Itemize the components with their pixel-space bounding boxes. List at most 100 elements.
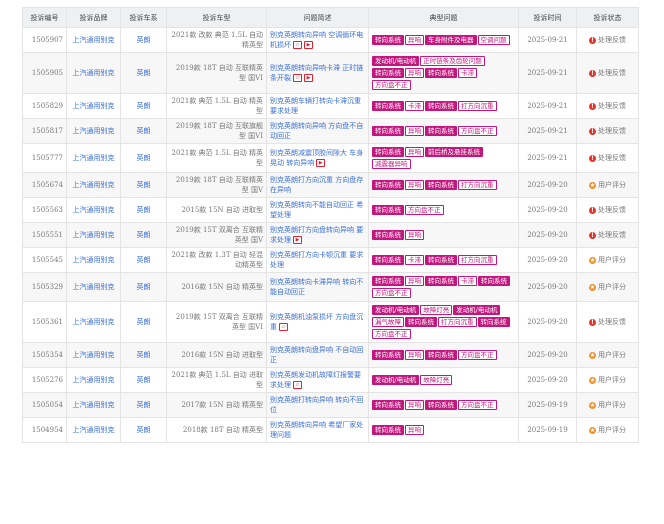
complaint-title-link[interactable]: 别克英朗转向异响 空调循环电机损坏 — [270, 31, 364, 49]
complaint-title-link[interactable]: 别克英朗打方向卡顿沉重 要求处理 — [270, 251, 364, 269]
issue-tag[interactable]: 卡滞 — [405, 255, 424, 265]
complaint-title-link[interactable]: 别克英朗打方向盘转向异响 要求处理 — [270, 226, 364, 244]
series-link[interactable]: 英朗 — [136, 351, 151, 359]
issue-tag[interactable]: 方向盘不正 — [372, 80, 411, 90]
issue-tag[interactable]: 方向盘不正 — [458, 400, 497, 410]
issue-tag[interactable]: 正时链条及齿轮问题 — [420, 56, 485, 66]
issue-tag[interactable]: 发动机/电动机 — [372, 56, 420, 66]
issue-tag[interactable]: 转向系统 — [425, 101, 457, 111]
issue-tag[interactable]: 转向系统 — [372, 276, 404, 286]
issue-tag[interactable]: 打方向沉重 — [438, 317, 477, 327]
issue-tag[interactable]: 发动机/电动机 — [372, 305, 420, 315]
issue-tag[interactable]: 卡滞 — [458, 68, 477, 78]
issue-tag[interactable]: 发动机/电动机 — [453, 305, 501, 315]
issue-tag[interactable]: 转向系统 — [425, 180, 457, 190]
issue-tag[interactable]: 异响 — [405, 147, 424, 157]
issue-tag[interactable]: 减震器异响 — [372, 159, 411, 169]
issue-tag[interactable]: 打方向沉重 — [458, 255, 497, 265]
issue-tag[interactable]: 方向盘不正 — [458, 350, 497, 360]
brand-link[interactable]: 上汽通用别克 — [72, 206, 115, 214]
series-link[interactable]: 英朗 — [136, 181, 151, 189]
issue-tag[interactable]: 异响 — [405, 400, 424, 410]
brand-link[interactable]: 上汽通用别克 — [72, 351, 115, 359]
issue-tag[interactable]: 漏气故障 — [372, 317, 404, 327]
table-row[interactable]: 1504954 上汽通用别克 英朗 2018款 18T 自动 精英型 别克英朗转向异响 … — [22, 417, 639, 443]
issue-tag[interactable]: 异响 — [405, 350, 424, 360]
issue-tag[interactable]: 异响 — [405, 425, 424, 435]
issue-tag[interactable]: 转向系统 — [425, 68, 457, 78]
complaint-title-link[interactable]: 别克英朗转向异响 希望厂家处理问题 — [270, 421, 364, 439]
brand-link[interactable]: 上汽通用别克 — [72, 401, 115, 409]
brand-link[interactable]: 上汽通用别克 — [72, 154, 115, 162]
table-row[interactable]: 1505361 上汽通用别克 英朗 2019款 15T 双离合 互联精英型 国VI 别克… — [22, 301, 639, 343]
issue-tag[interactable]: 异响 — [405, 276, 424, 286]
brand-link[interactable]: 上汽通用别克 — [72, 102, 115, 110]
issue-tag[interactable]: 卡滞 — [458, 276, 477, 286]
issue-tag[interactable]: 转向系统 — [372, 180, 404, 190]
series-link[interactable]: 英朗 — [136, 69, 151, 77]
complaint-title-link[interactable]: 别克英朗打转向异响 转向不回位 — [270, 396, 364, 414]
issue-tag[interactable]: 转向系统 — [372, 35, 404, 45]
issue-tag[interactable]: 转向系统 — [372, 425, 404, 435]
brand-link[interactable]: 上汽通用别克 — [72, 36, 115, 44]
table-row[interactable]: 1505354 上汽通用别克 英朗 2016款 15N 自动 进取型 别克英朗转向盘异响… — [22, 342, 639, 368]
brand-link[interactable]: 上汽通用别克 — [72, 256, 115, 264]
complaint-title-link[interactable]: 别克英朗减震顶胶间隙大 车身晃动 转向异响 — [270, 149, 364, 167]
series-link[interactable]: 英朗 — [136, 283, 151, 291]
complaint-title-link[interactable]: 别克英朗转向不能自动回正 希望处理 — [270, 201, 364, 219]
series-link[interactable]: 英朗 — [136, 318, 151, 326]
issue-tag[interactable]: 转向系统 — [372, 147, 404, 157]
series-link[interactable]: 英朗 — [136, 256, 151, 264]
issue-tag[interactable]: 异响 — [405, 68, 424, 78]
issue-tag[interactable]: 车身附件及电器 — [425, 35, 477, 45]
issue-tag[interactable]: 转向系统 — [372, 68, 404, 78]
brand-link[interactable]: 上汽通用别克 — [72, 283, 115, 291]
table-row[interactable]: 1505817 上汽通用别克 英朗 2019款 18T 自动 互联旗舰型 国VI 别克英… — [22, 118, 639, 144]
series-link[interactable]: 英朗 — [136, 127, 151, 135]
issue-tag[interactable]: 转向系统 — [372, 400, 404, 410]
complaint-title-link[interactable]: 别克英朗车辆打转向卡滞沉重 要求处理 — [270, 97, 361, 115]
series-link[interactable]: 英朗 — [136, 426, 151, 434]
issue-tag[interactable]: 打方向沉重 — [458, 101, 497, 111]
series-link[interactable]: 英朗 — [136, 231, 151, 239]
issue-tag[interactable]: 转向系统 — [425, 276, 457, 286]
issue-tag[interactable]: 前后桥及悬挂系统 — [425, 147, 483, 157]
brand-link[interactable]: 上汽通用别克 — [72, 69, 115, 77]
series-link[interactable]: 英朗 — [136, 154, 151, 162]
series-link[interactable]: 英朗 — [136, 36, 151, 44]
table-row[interactable]: 1505054 上汽通用别克 英朗 2017款 15N 自动 精英型 别克英朗打转向异响… — [22, 392, 639, 418]
complaint-title-link[interactable]: 别克英朗转向卡滞异响 转向不能自动回正 — [270, 278, 364, 296]
table-row[interactable]: 1505329 上汽通用别克 英朗 2016款 15N 自动 精英型 别克英朗转向卡滞异… — [22, 272, 639, 302]
complaint-title-link[interactable]: 别克英朗发动机故障灯报警要求处理 — [270, 371, 361, 389]
issue-tag[interactable]: 打方向沉重 — [458, 180, 497, 190]
issue-tag[interactable]: 转向系统 — [425, 126, 457, 136]
issue-tag[interactable]: 转向系统 — [477, 317, 510, 327]
issue-tag[interactable]: 方向盘不正 — [458, 126, 497, 136]
issue-tag[interactable]: 故障灯亮 — [420, 375, 453, 385]
table-row[interactable]: 1505777 上汽通用别克 英朗 2021款 典范 1.5L 自动 精英型 别克英朗减… — [22, 143, 639, 173]
table-row[interactable]: 1505551 上汽通用别克 英朗 2019款 15T 双离合 互联精英型 国V 别克英… — [22, 222, 639, 248]
series-link[interactable]: 英朗 — [136, 102, 151, 110]
issue-tag[interactable]: 转向系统 — [478, 276, 510, 286]
complaint-title-link[interactable]: 别克英朗转向异响 方向盘不自动回正 — [270, 122, 364, 140]
issue-tag[interactable]: 方向盘不正 — [372, 329, 411, 339]
table-row[interactable]: 1505674 上汽通用别克 英朗 2019款 18T 自动 互联精英型 国V 别克英朗… — [22, 172, 639, 198]
issue-tag[interactable]: 转向系统 — [425, 350, 457, 360]
brand-link[interactable]: 上汽通用别克 — [72, 376, 115, 384]
issue-tag[interactable]: 转向系统 — [405, 317, 437, 327]
issue-tag[interactable]: 转向系统 — [372, 255, 404, 265]
table-row[interactable]: 1505907 上汽通用别克 英朗 2021款 改款 典范 1.5L 自动 精英型 别克… — [22, 27, 639, 53]
issue-tag[interactable]: 转向系统 — [372, 350, 404, 360]
issue-tag[interactable]: 转向系统 — [372, 101, 404, 111]
issue-tag[interactable]: 异响 — [405, 230, 424, 240]
brand-link[interactable]: 上汽通用别克 — [72, 181, 115, 189]
issue-tag[interactable]: 发动机/电动机 — [372, 375, 420, 385]
issue-tag[interactable]: 转向系统 — [372, 230, 404, 240]
complaint-title-link[interactable]: 别克英朗转向异响卡滞 正时链条开裂 — [270, 64, 364, 82]
table-row[interactable]: 1505545 上汽通用别克 英朗 2021款 改款 1.3T 自动 轻混动精英型 别克… — [22, 247, 639, 273]
brand-link[interactable]: 上汽通用别克 — [72, 127, 115, 135]
issue-tag[interactable]: 转向系统 — [425, 400, 457, 410]
issue-tag[interactable]: 异响 — [405, 35, 424, 45]
issue-tag[interactable]: 卡滞 — [405, 101, 424, 111]
issue-tag[interactable]: 方向盘不正 — [372, 288, 411, 298]
